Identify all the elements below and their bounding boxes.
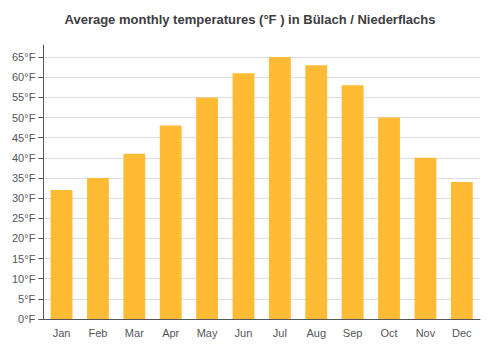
svg-text:5°F: 5°F bbox=[18, 293, 36, 305]
svg-text:45°F: 45°F bbox=[12, 132, 36, 144]
svg-text:May: May bbox=[197, 327, 218, 339]
svg-text:Aug: Aug bbox=[306, 327, 326, 339]
svg-text:40°F: 40°F bbox=[12, 152, 36, 164]
svg-text:Apr: Apr bbox=[162, 327, 179, 339]
svg-text:Dec: Dec bbox=[452, 327, 472, 339]
svg-text:55°F: 55°F bbox=[12, 91, 36, 103]
svg-text:35°F: 35°F bbox=[12, 172, 36, 184]
svg-text:Sep: Sep bbox=[343, 327, 363, 339]
svg-text:65°F: 65°F bbox=[12, 51, 36, 63]
svg-text:Jul: Jul bbox=[273, 327, 287, 339]
svg-text:Nov: Nov bbox=[416, 327, 436, 339]
svg-text:25°F: 25°F bbox=[12, 212, 36, 224]
svg-text:10°F: 10°F bbox=[12, 273, 36, 285]
svg-text:60°F: 60°F bbox=[12, 71, 36, 83]
svg-text:Jun: Jun bbox=[235, 327, 253, 339]
svg-text:50°F: 50°F bbox=[12, 112, 36, 124]
svg-text:Oct: Oct bbox=[380, 327, 397, 339]
svg-text:Jan: Jan bbox=[53, 327, 71, 339]
svg-text:Feb: Feb bbox=[88, 327, 107, 339]
svg-text:30°F: 30°F bbox=[12, 192, 36, 204]
svg-text:0°F: 0°F bbox=[18, 313, 36, 325]
svg-text:Mar: Mar bbox=[125, 327, 144, 339]
svg-text:Average monthly temperatures (: Average monthly temperatures (°F ) in Bü… bbox=[65, 12, 436, 27]
svg-text:15°F: 15°F bbox=[12, 253, 36, 265]
svg-text:20°F: 20°F bbox=[12, 232, 36, 244]
